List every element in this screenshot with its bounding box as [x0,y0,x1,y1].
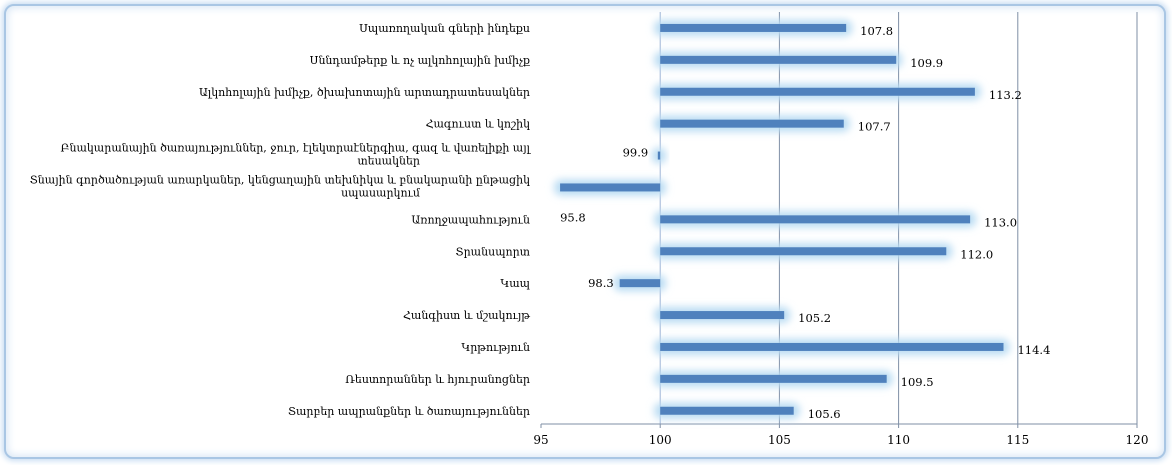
value-label: 113.0 [984,215,1017,229]
category-label: Սննդամթերք և ոչ ալկոհոլային խմիչք [310,54,530,67]
category-label: Կրթություն [461,341,530,354]
x-tick-label: 105 [768,433,791,447]
category-label: Սպառողական գների ինդեքս [359,22,530,35]
category-label: տեսակներ [357,155,420,168]
bar [660,23,847,32]
x-tick-label: 115 [1006,433,1029,447]
bar [560,183,661,192]
x-tick-label: 95 [533,433,548,447]
bar [660,87,975,96]
category-label: Հագուստ և կոշիկ [426,118,531,131]
bar [660,55,897,64]
category-label: Բնակարանային ծառայություններ, ջուր, էլեկ… [61,142,532,155]
category-label: Տրանսպորտ [456,245,530,258]
bar [619,279,661,288]
value-label: 99.9 [623,146,649,160]
x-tick-label: 100 [649,433,672,447]
value-label: 109.9 [910,56,943,70]
category-label: սպասարկում [341,186,421,199]
value-label: 107.7 [858,120,891,134]
value-label: 98.3 [588,276,614,290]
value-label: 95.8 [560,210,586,224]
value-label: 105.2 [798,311,831,325]
category-label: Տարբեր ապրանքներ և ծառայություններ [288,405,530,418]
bar [660,374,887,383]
bar [657,151,661,160]
value-label: 107.8 [860,24,893,38]
x-tick-label: 120 [1126,433,1149,447]
value-label: 109.5 [901,375,934,389]
bar [660,215,971,224]
bar [660,311,785,320]
chart-frame [4,4,1166,459]
value-label: 112.0 [960,247,993,261]
bar [660,247,947,256]
value-label: 113.2 [989,88,1022,102]
category-label: Տնային գործածության առարկաներ, կենցաղայի… [30,173,530,186]
category-label: Կապ [500,277,530,290]
value-label: 105.6 [808,407,841,421]
bar [660,119,844,128]
bar [660,342,1004,351]
category-label: Ալկոհոլային խմիչք, ծխախոտային արտադրատես… [199,86,530,99]
value-label: 114.4 [1017,343,1050,357]
bar [660,406,794,415]
category-label: Ռեստորաններ և հյուրանոցներ [345,373,530,386]
category-label: Առողջապահություն [411,213,530,226]
category-label: Հանգիստ և մշակույթ [403,309,530,322]
x-tick-label: 110 [887,433,910,447]
